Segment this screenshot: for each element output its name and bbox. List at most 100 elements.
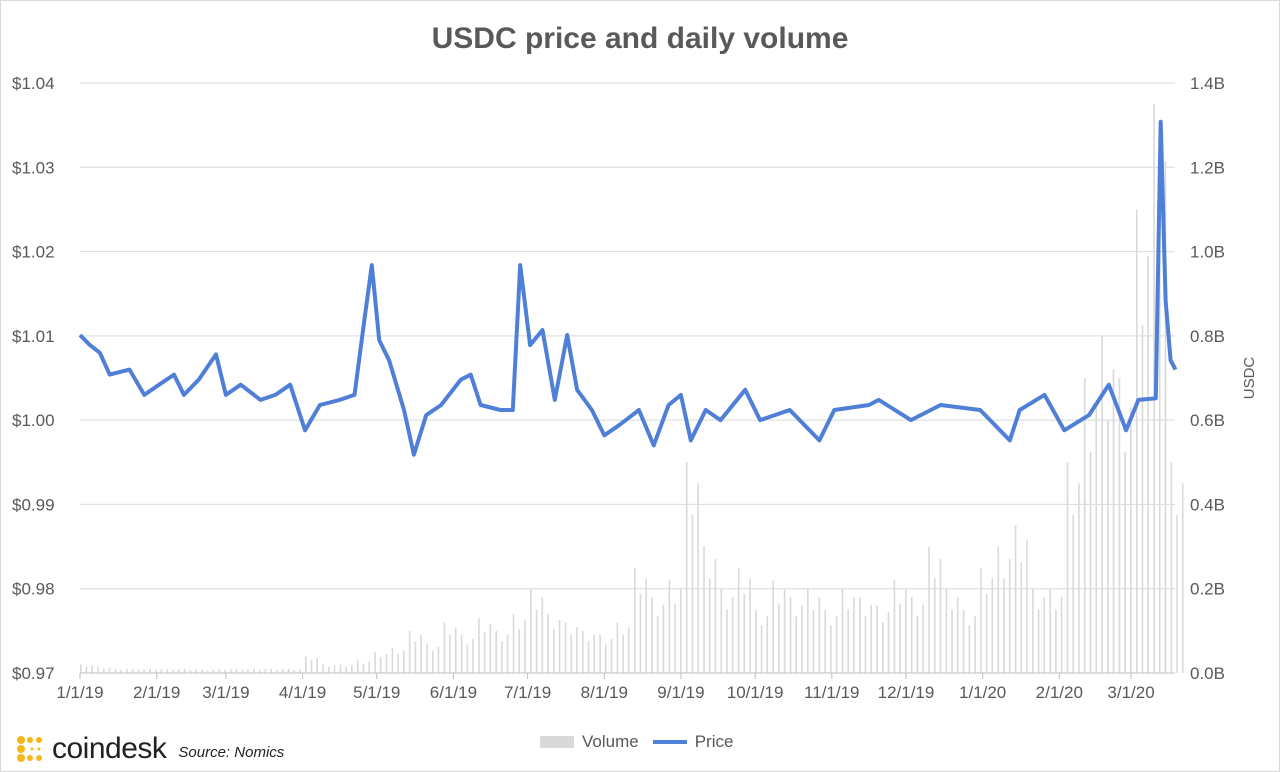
volume-bar [189, 669, 192, 673]
volume-bar [495, 630, 498, 673]
right-tick-label: 0.2B [1190, 580, 1225, 599]
volume-bar [726, 609, 728, 673]
volume-bar [1014, 525, 1017, 673]
left-tick-label: $0.97 [12, 664, 55, 683]
volume-bar [172, 669, 174, 673]
volume-bar [177, 669, 180, 673]
left-tick-label: $1.01 [12, 327, 55, 346]
volume-bar [1084, 378, 1086, 673]
volume-bar [864, 616, 867, 673]
volume-bar [651, 597, 653, 673]
volume-bar [287, 668, 290, 673]
volume-series [80, 104, 1184, 674]
volume-bar [489, 623, 492, 673]
volume-bar [143, 669, 145, 673]
right-tick-label: 1.0B [1190, 243, 1225, 262]
volume-bar [974, 616, 976, 673]
volume-bar [460, 635, 463, 673]
volume-bar [928, 546, 930, 673]
volume-bar [276, 669, 278, 673]
gridlines [80, 82, 1175, 674]
left-tick-label: $0.98 [12, 580, 55, 599]
volume-bar [454, 627, 457, 673]
volume-bar [374, 651, 376, 673]
volume-bar [622, 635, 624, 673]
x-tick-label: 8/1/19 [581, 683, 628, 702]
volume-bar [714, 559, 717, 673]
volume-bar [1141, 325, 1144, 673]
volume-bar [668, 580, 671, 673]
volume-bar [316, 657, 319, 673]
volume-bar [114, 668, 117, 673]
volume-bar [1181, 483, 1184, 673]
volume-bar [766, 616, 769, 673]
volume-bar [547, 614, 549, 673]
right-tick-label: 1.2B [1190, 158, 1225, 177]
volume-bar [1170, 462, 1173, 673]
volume-bar [1078, 483, 1080, 673]
volume-bar [685, 462, 688, 673]
right-tick-label: 0.4B [1190, 495, 1225, 514]
volume-bar [235, 668, 238, 673]
volume-bar [553, 628, 555, 673]
volume-bar [310, 660, 313, 673]
volume-bar [154, 669, 157, 673]
volume-bar [1089, 451, 1092, 673]
volume-bar [1026, 540, 1028, 673]
volume-bar [362, 663, 365, 673]
volume-bar [1008, 559, 1011, 673]
volume-bar [789, 597, 792, 673]
volume-bar [639, 593, 642, 673]
volume-bar [582, 630, 584, 673]
volume-bar [893, 580, 896, 673]
x-tick-label: 12/1/19 [878, 683, 935, 702]
volume-bar [449, 635, 451, 673]
volume-bar [102, 668, 105, 673]
volume-bar [899, 603, 901, 673]
volume-bar [1112, 369, 1115, 673]
volume-bar [610, 638, 613, 673]
volume-bar [587, 641, 590, 673]
volume-bar [824, 609, 826, 673]
volume-bar [737, 567, 740, 673]
volume-bar [605, 644, 607, 673]
volume-bar [731, 597, 734, 673]
right-tick-label: 1.4B [1190, 74, 1225, 93]
legend-price-swatch [652, 740, 687, 744]
volume-bar [951, 609, 953, 673]
volume-bar [218, 668, 221, 673]
x-tick-label: 10/1/19 [727, 683, 784, 702]
volume-bar [997, 546, 1000, 673]
volume-bar [910, 597, 913, 673]
volume-bar [755, 609, 757, 673]
volume-bar [166, 668, 169, 673]
volume-bar [904, 589, 907, 673]
volume-bar [633, 567, 636, 673]
volume-bar [328, 666, 330, 673]
volume-bar [339, 664, 342, 673]
left-tick-label: $1.02 [12, 243, 55, 262]
volume-bar [1135, 209, 1138, 673]
volume-bar [945, 588, 948, 673]
volume-bar [749, 578, 751, 673]
volume-bar [402, 650, 405, 673]
volume-bar [437, 646, 440, 673]
volume-bar [628, 627, 630, 673]
volume-bar [506, 635, 509, 673]
volume-bar [183, 668, 186, 673]
volume-bar [968, 625, 971, 673]
volume-bar [224, 669, 226, 673]
volume-bar [137, 669, 140, 673]
volume-bar [1072, 514, 1075, 673]
x-tick-label: 11/1/19 [804, 683, 859, 702]
source-note: Source: Nomics [178, 743, 285, 761]
volume-bar [530, 588, 532, 673]
volume-bar [120, 669, 122, 673]
volume-bar [420, 635, 422, 673]
volume-bar [835, 616, 838, 673]
volume-bar [524, 619, 526, 673]
volume-bar [1095, 407, 1098, 673]
volume-bar [881, 622, 884, 673]
volume-bar [645, 578, 647, 673]
volume-bar [241, 669, 244, 673]
